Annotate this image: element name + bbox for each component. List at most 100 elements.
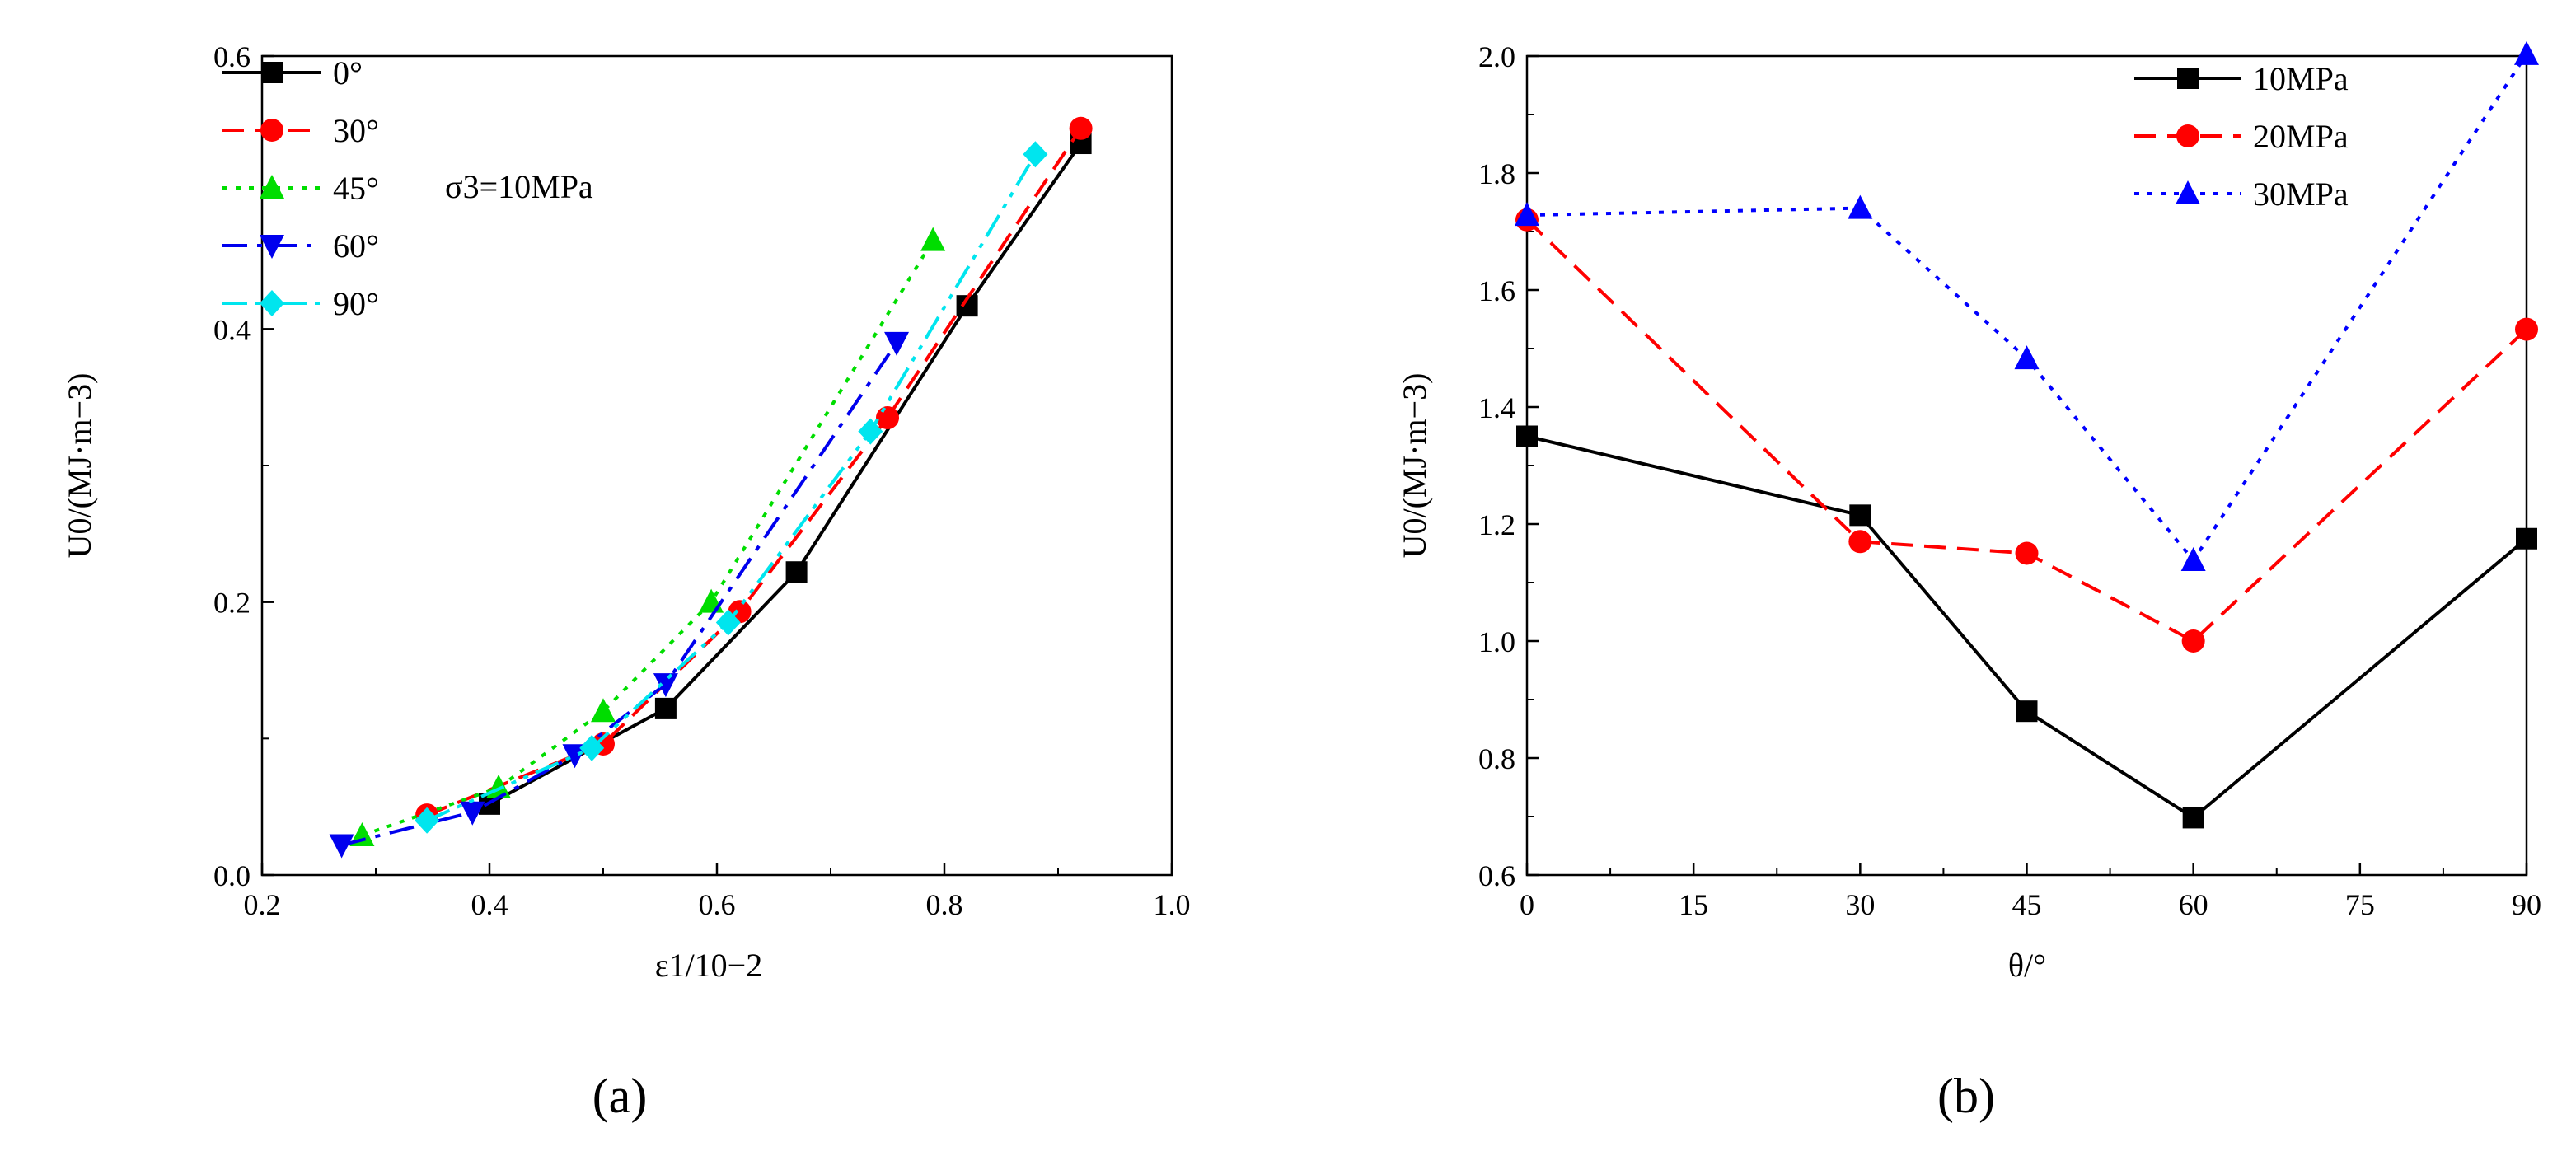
chart-a-data-point [562, 744, 588, 769]
chart-a-data-point [884, 331, 910, 356]
chart-b-data-point [1849, 504, 1871, 527]
chart-b-ytick-label: 0.8 [1478, 742, 1515, 775]
chart-a-legend-marker [260, 290, 284, 316]
chart-a-ytick-label: 0.2 [213, 587, 251, 620]
chart-a-xtick-label: 0.8 [926, 888, 963, 921]
chart-a-series-line [489, 142, 1083, 806]
chart-a-series-4 [415, 141, 1048, 834]
chart-a-legend-marker [260, 119, 283, 142]
chart-a-data-point [699, 588, 724, 613]
chart-a-legend-label: 0° [333, 54, 363, 91]
chart-a-legend-label: 45° [333, 170, 379, 207]
chart-b-caption: (b) [1937, 1069, 1995, 1123]
chart-a-xtick-label: 0.4 [471, 888, 508, 921]
chart-a-data-point [591, 698, 616, 723]
chart-b-series-line [1526, 53, 2528, 564]
chart-b-data-point [2516, 527, 2537, 550]
chart-b-legend-label: 10MPa [2253, 60, 2349, 97]
chart-a-xtick-label: 1.0 [1154, 888, 1191, 921]
chart-b-ytick-label: 1.4 [1478, 391, 1515, 424]
chart-b-legend-label: 30MPa [2253, 176, 2349, 213]
chart-a-ytick-label: 0.6 [213, 40, 251, 73]
chart-a-data-point [460, 801, 485, 826]
chart-b-data-point [2181, 629, 2205, 653]
chart-b-xtick-label: 15 [1679, 888, 1708, 921]
chart-a-series-2 [349, 227, 946, 846]
chart-b-ytick-label: 0.6 [1478, 859, 1515, 892]
chart-b-ytick-label: 1.8 [1478, 157, 1515, 190]
chart-a-series-line [341, 341, 898, 847]
chart-b-data-point [2014, 345, 2040, 370]
chart-b-data-point [2514, 40, 2539, 65]
chart-a-data-point [415, 807, 440, 834]
chart-a-series-0 [479, 133, 1092, 815]
chart-a-data-point [876, 406, 899, 430]
chart-b-data-point [2515, 317, 2538, 341]
chart-b-ylabel: U0/(MJ·m−3) [1396, 373, 1433, 559]
chart-b-data-point [1516, 425, 1538, 447]
chart-b-series-2 [1515, 40, 2539, 572]
chart-a-data-point [858, 418, 883, 445]
chart-a-data-point [1023, 141, 1048, 168]
chart-a-xtick-label: 0.2 [244, 888, 281, 921]
chart-a-annotation: σ3=10MPa [445, 168, 593, 205]
chart-a-ytick-label: 0.0 [213, 859, 251, 892]
chart-a-ytick-label: 0.4 [213, 313, 251, 346]
chart-b-data-point [1848, 194, 1873, 219]
chart-b-ytick-label: 1.6 [1478, 274, 1515, 307]
chart-b-xtick-label: 75 [2345, 888, 2375, 921]
chart-a-series-3 [329, 331, 910, 859]
chart-a-xlabel: ε1/10−2 [655, 947, 762, 984]
chart-b-frame [1525, 54, 2528, 877]
chart-b-ytick-label: 2.0 [1478, 40, 1515, 73]
chart-a-legend-label: 60° [333, 227, 379, 264]
chart-b-data-point [2182, 807, 2204, 829]
chart-b-xtick-label: 0 [1520, 888, 1534, 921]
chart-b-series-1 [1515, 208, 2538, 653]
chart-b-legend-label: 20MPa [2253, 118, 2349, 155]
chart-a-frame [260, 54, 1173, 877]
chart-b-legend-marker [2176, 180, 2200, 204]
chart-a-legend-marker [260, 175, 284, 199]
chart-b-ytick-label: 1.2 [1478, 508, 1515, 541]
chart-b-data-point [2180, 547, 2206, 572]
chart-b-xtick-label: 45 [2012, 888, 2042, 921]
chart-a: 0.2 0.4 0.6 0.8 1.00.00.20.40.6 0°30°45°60°9… [61, 40, 1191, 1123]
chart-a-data-point [785, 561, 808, 583]
chart-b-data-point [2015, 541, 2039, 565]
chart-a-legend-label: 30° [333, 112, 379, 149]
chart-b-ytick-label: 1.0 [1478, 625, 1515, 658]
chart-b-xtick-label: 30 [1845, 888, 1875, 921]
chart-a-legend-marker [260, 235, 284, 259]
chart-a-data-point [579, 734, 605, 761]
chart-a-data-point [653, 673, 678, 698]
chart-b: 0 15 30 45 60 75 90 0.6 0.8 1.0 1.2 1.4 1.6 1.8 2.0 10… [1396, 40, 2541, 1123]
chart-b-xtick-label: 60 [2179, 888, 2208, 921]
chart-b-xtick-label: 90 [2512, 888, 2541, 921]
chart-a-data-point [654, 697, 677, 719]
chart-a-data-point [486, 774, 512, 798]
chart-a-series-1 [415, 116, 1093, 827]
chart-a-legend-marker [261, 62, 283, 83]
chart-a-series-line [426, 127, 1083, 817]
chart-a-ylabel: U0/(MJ·m−3) [61, 373, 98, 559]
chart-b-legend-marker [2176, 124, 2199, 147]
chart-b-legend-marker [2177, 68, 2199, 89]
chart-b-series-0 [1516, 425, 2537, 829]
chart-b-series-line [1526, 434, 2528, 820]
chart-a-data-point [920, 227, 946, 251]
chart-a-series-line [361, 239, 934, 837]
chart-a-caption: (a) [592, 1069, 648, 1123]
chart-a-data-point [329, 834, 354, 859]
chart-b-data-point [1515, 202, 1539, 227]
chart-a-data-point [1069, 116, 1093, 140]
chart-b-data-point [2016, 700, 2038, 723]
chart-a-series-line [426, 153, 1037, 822]
chart-b-xlabel: θ/° [2008, 947, 2046, 984]
chart-a-legend-label: 90° [333, 285, 379, 322]
chart-a-xtick-label: 0.6 [699, 888, 736, 921]
chart-b-data-point [1848, 530, 1872, 554]
chart-a-data-point [715, 609, 741, 636]
